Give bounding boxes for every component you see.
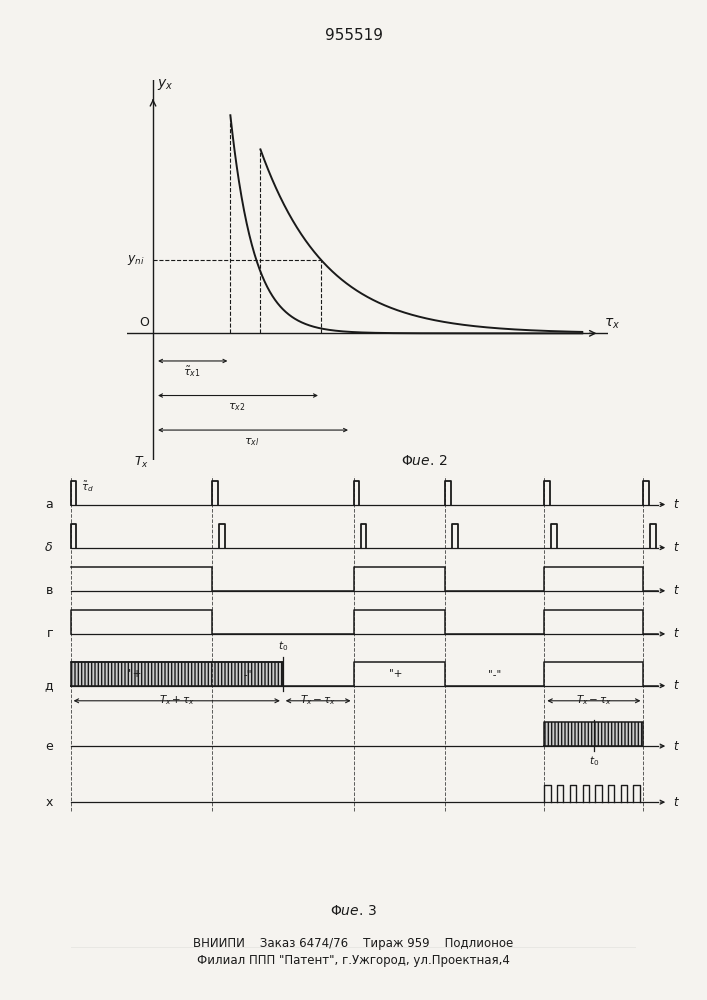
Text: a: a xyxy=(45,498,53,511)
Text: t: t xyxy=(673,498,678,511)
Text: е: е xyxy=(45,740,53,753)
Text: х: х xyxy=(46,796,53,809)
Text: $\tilde{\tau}_d$: $\tilde{\tau}_d$ xyxy=(81,479,94,494)
Text: O: O xyxy=(139,316,148,329)
Text: $\tau_x$: $\tau_x$ xyxy=(604,317,620,331)
Text: t: t xyxy=(673,796,678,809)
Text: ВНИИПИ    Заказ 6474/76    Тираж 959    Подлионое: ВНИИПИ Заказ 6474/76 Тираж 959 Подлионое xyxy=(194,937,513,950)
Text: t: t xyxy=(673,541,678,554)
Text: $\delta$: $\delta$ xyxy=(44,541,53,554)
Text: Филиал ППП "Патент", г.Ужгород, ул.Проектная,4: Филиал ППП "Патент", г.Ужгород, ул.Проек… xyxy=(197,954,510,967)
Text: "+: "+ xyxy=(390,669,402,679)
Text: "-": "-" xyxy=(489,669,501,679)
Text: $\Phi ue.\,3$: $\Phi ue.\,3$ xyxy=(330,904,377,918)
Text: $T_x + \tau_x$: $T_x + \tau_x$ xyxy=(158,693,195,707)
Text: t: t xyxy=(673,740,678,753)
Bar xyxy=(544,722,643,746)
Text: $y_x$: $y_x$ xyxy=(157,77,174,92)
Text: t: t xyxy=(673,584,678,597)
Text: г: г xyxy=(47,627,53,640)
Text: t: t xyxy=(673,627,678,640)
Text: $t_0$: $t_0$ xyxy=(589,754,599,768)
Text: $y_{ni}$: $y_{ni}$ xyxy=(127,253,144,267)
Text: $\Phi ue.\,2$: $\Phi ue.\,2$ xyxy=(401,454,448,468)
Text: $T_x$: $T_x$ xyxy=(134,455,149,470)
Text: $\tau_{xl}$: $\tau_{xl}$ xyxy=(244,436,259,448)
Text: -": -" xyxy=(243,669,252,679)
Text: t: t xyxy=(673,679,678,692)
Text: в: в xyxy=(46,584,53,597)
Text: 955519: 955519 xyxy=(325,28,382,43)
Text: $T_x - \tau_x$: $T_x - \tau_x$ xyxy=(575,693,612,707)
Text: $\tilde{\tau}_{x1}$: $\tilde{\tau}_{x1}$ xyxy=(183,364,201,379)
Bar xyxy=(71,662,283,686)
Text: $t_0$: $t_0$ xyxy=(278,640,288,653)
Text: $\tau_{x2}$: $\tau_{x2}$ xyxy=(228,401,245,413)
Text: д: д xyxy=(45,679,53,692)
Text: $T_x - \tau_x$: $T_x - \tau_x$ xyxy=(300,693,337,707)
Text: "+: "+ xyxy=(128,669,141,679)
